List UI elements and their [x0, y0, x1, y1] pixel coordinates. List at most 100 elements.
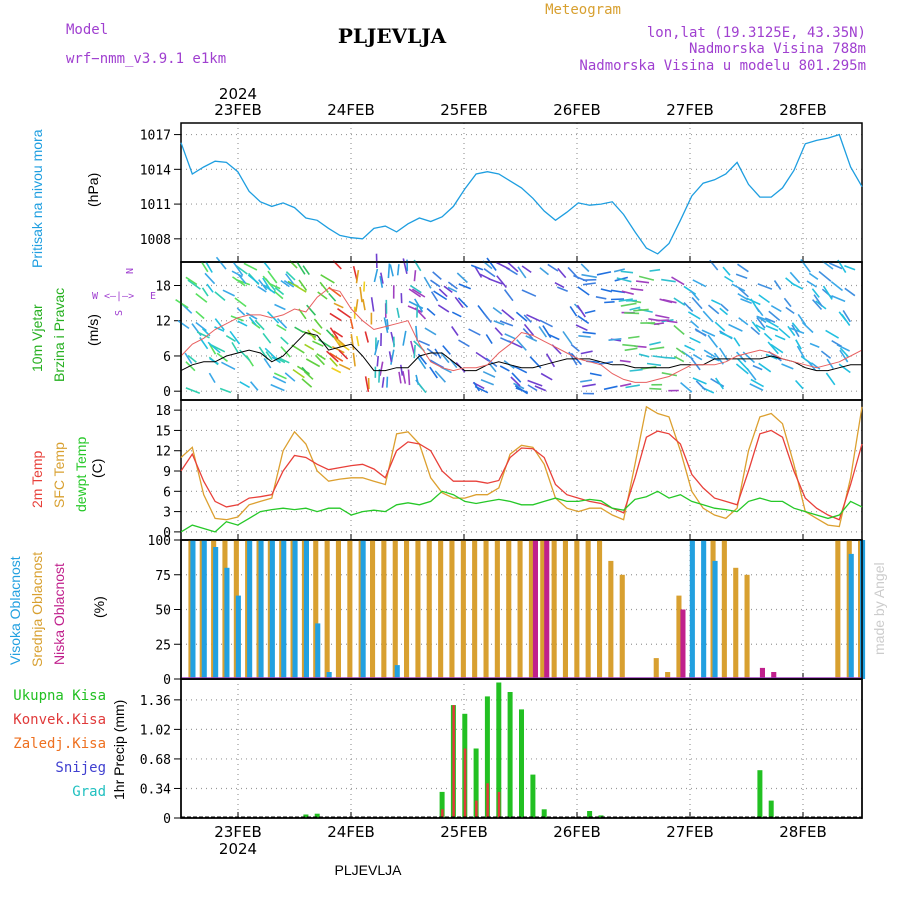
wind-arrow	[379, 275, 384, 288]
cloud-bar-1	[506, 540, 512, 679]
wind-arrow	[649, 387, 662, 390]
wind-arrow	[229, 330, 241, 345]
wind-arrow	[526, 313, 541, 322]
wind-arrow	[390, 349, 395, 365]
wind-arrow	[577, 315, 590, 325]
wind-arrow	[177, 320, 190, 330]
wind-arrow	[355, 299, 359, 312]
cloud-bar-0	[303, 540, 309, 679]
wind-arrow	[596, 271, 612, 276]
wind-ylabel-3: (m/s)	[85, 314, 101, 346]
wind-arrow	[479, 273, 491, 280]
wind-arrow	[364, 376, 370, 393]
wind-arrow	[311, 328, 322, 336]
cloud-bar-0	[848, 553, 854, 679]
cloud-bar-1	[404, 540, 410, 679]
cloud-bar-1	[551, 540, 557, 679]
wind-arrow	[661, 278, 676, 283]
ytick-label-2-5: 3	[163, 506, 171, 521]
wind-arrow	[423, 276, 432, 289]
cloud-bar-1	[733, 567, 739, 679]
wind-arrow	[280, 346, 291, 358]
wind-arrow	[480, 378, 494, 386]
wind-arrow	[825, 372, 836, 386]
precip-conv-bar	[475, 800, 478, 818]
ytick-label-3-1: 75	[155, 569, 171, 584]
wind-arrow	[728, 323, 743, 332]
wind-arrow	[735, 273, 748, 279]
precip-frame	[180, 678, 863, 819]
wind-arrow	[249, 381, 259, 391]
wind-arrow	[595, 296, 607, 300]
wind-arrow	[750, 326, 761, 336]
wind-arrow	[274, 303, 286, 311]
wind-arrow	[610, 298, 625, 301]
wind-arrow	[636, 280, 650, 284]
wind-arrow	[402, 258, 408, 274]
cloud-bar-0	[315, 623, 321, 679]
wind-arrow	[398, 371, 402, 384]
wind-arrow	[844, 264, 856, 271]
wind-arrow	[273, 290, 284, 300]
wind-arrow	[701, 329, 716, 337]
wind-arrow	[232, 261, 244, 276]
wind-arrow	[411, 288, 426, 298]
wind-ylabel-1: 10m Vjetar	[29, 304, 45, 372]
ytick-label-2-1: 15	[155, 424, 171, 439]
wind-arrow	[707, 334, 719, 348]
ytick-label-3-3: 25	[155, 638, 171, 653]
wind-arrow	[426, 347, 438, 357]
wind-arrow	[547, 263, 559, 272]
wind-arrow	[523, 314, 532, 323]
panel-2: 18 15 12 9 6 3 0	[155, 399, 863, 541]
wind-arrow	[214, 326, 225, 332]
wind-arrow	[767, 341, 779, 355]
wind-arrow	[785, 277, 796, 287]
wind-arrow	[616, 277, 632, 283]
wind-arrow	[355, 269, 360, 284]
wind-arrow	[356, 335, 360, 347]
cloud-bar-2	[759, 667, 765, 679]
cloud-bar-1	[370, 540, 376, 679]
wind-arrow	[483, 268, 496, 278]
wind-arrow	[386, 319, 389, 330]
wind-arrow	[216, 352, 228, 363]
wind-arrow	[298, 279, 308, 291]
cloud-bar-2	[532, 540, 538, 679]
wind-arrow	[305, 358, 321, 368]
precip-total-bar	[439, 791, 445, 818]
wind-arrow	[621, 290, 634, 295]
cloud-bar-1	[619, 574, 625, 680]
wind-arrow	[567, 266, 580, 280]
cloud-bar-1	[381, 540, 387, 679]
wind-arrow	[204, 272, 216, 285]
wind-arrow	[539, 267, 549, 276]
wind-arrow	[673, 355, 685, 363]
wind-arrow	[828, 262, 843, 270]
wind-arrow	[413, 344, 416, 359]
wind-arrow	[510, 376, 521, 387]
wind-arrow	[707, 304, 720, 315]
pressure-ylabel-1: Pritisak na nivou mora	[29, 129, 45, 268]
wind-arrow	[781, 363, 794, 370]
wind-arrow	[633, 308, 649, 312]
precip-total-bar	[541, 809, 547, 818]
ytick-label-0-2: 1011	[140, 198, 171, 213]
wind-arrow	[483, 313, 492, 323]
wind-arrow	[687, 311, 701, 320]
ytick-label-3-0: 100	[148, 534, 171, 549]
wind-arrow	[638, 353, 650, 358]
wind-arrow	[757, 316, 767, 324]
wind-arrow	[620, 383, 632, 387]
ytick-label-4-4: 0	[163, 812, 171, 827]
wind-arrow	[811, 288, 820, 298]
wind-arrow	[540, 372, 553, 381]
wind-arrow	[692, 279, 707, 288]
wind-arrow	[389, 264, 394, 277]
dewpt-line	[180, 490, 863, 533]
wind-arrow	[292, 368, 305, 379]
wind-arrow	[737, 293, 749, 301]
wind-arrow	[796, 345, 805, 359]
wind-arrow	[737, 358, 750, 372]
wind-arrow	[618, 298, 633, 302]
